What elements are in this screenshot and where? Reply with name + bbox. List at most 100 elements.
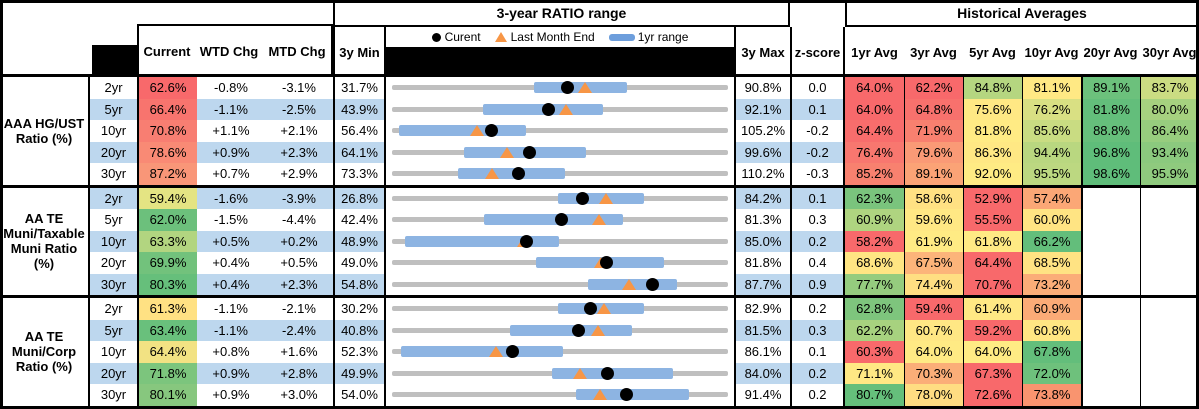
mtd-chg-cell: +2.1% [265,120,333,142]
mtd-chg-cell: -2.1% [265,298,333,320]
current-value-cell: 66.4% [137,98,197,120]
3y-max-cell: 84.0% [734,362,790,384]
avg-cell: 67.8% [1022,341,1081,363]
avg-cell [1140,252,1199,274]
current-value-cell: 62.0% [137,209,197,231]
ratio-group: AAA HG/UST Ratio (%) 2yr 62.6% -0.8% -3.1% 31.… [0,77,1199,185]
current-dot-marker [484,124,498,138]
wtd-chg-cell: -1.1% [197,319,265,341]
avg-cell: 62.2% [904,77,963,99]
3y-min-cell: 40.8% [333,319,386,341]
avg-cell: 98.6% [1081,163,1140,185]
avg-cell [1140,273,1199,295]
avg-cell [1140,362,1199,384]
avg-cell: 72.0% [1022,362,1081,384]
wtd-chg-cell: +0.9% [197,362,265,384]
wtd-chg-cell: +0.8% [197,341,265,363]
current-value-cell: 78.6% [137,141,197,163]
table-row: 30yr 80.1% +0.9% +3.0% 54.0% 91.4% 0.2 80.7% 78.… [90,384,1199,406]
current-value-cell: 80.3% [137,273,197,295]
3y-max-cell: 82.9% [734,298,790,320]
group-label: AA TE Muni/Corp Ratio (%) [0,298,90,406]
wtd-chg-cell: +0.9% [197,141,265,163]
current-value-cell: 64.4% [137,341,197,363]
3y-min-cell: 49.0% [333,252,386,274]
z-score-cell: 0.1 [790,341,845,363]
mtd-chg-cell: -3.1% [265,77,333,99]
avg-cell: 76.4% [845,141,904,163]
last-month-end-triangle-marker [469,125,484,137]
avg-cell: 59.4% [904,298,963,320]
z-score-cell: 0.3 [790,319,845,341]
avg-cell: 64.4% [963,252,1022,274]
tenor-cell: 20yr [90,252,137,274]
z-score-cell: -0.2 [790,141,845,163]
avg-cell: 58.6% [904,187,963,209]
3y-max-cell: 90.8% [734,77,790,99]
range-line [392,392,728,398]
mtd-chg-cell: -4.4% [265,209,333,231]
mtd-chg-cell: -3.9% [265,187,333,209]
avg-cell [1140,187,1199,209]
table-header: 3-year RATIO range Historical Averages C… [0,0,1199,77]
current-value-cell: 59.4% [137,187,197,209]
range-chart-cell [386,230,734,252]
avg-cell: 89.1% [904,163,963,185]
avg-cell: 57.4% [1022,187,1081,209]
avg-cell: 84.8% [963,77,1022,99]
avg-cell: 52.9% [963,187,1022,209]
tenor-cell: 2yr [90,187,137,209]
mtd-chg-cell: +2.8% [265,362,333,384]
avg-cell [1081,252,1140,274]
col-header-5yr-avg: 5yr Avg [969,44,1016,60]
wtd-chg-cell: -1.5% [197,209,265,231]
avg-cell: 64.0% [963,341,1022,363]
avg-cell: 62.2% [845,319,904,341]
avg-cell: 88.8% [1081,120,1140,142]
3y-max-cell: 81.5% [734,319,790,341]
3y-min-cell: 48.9% [333,230,386,252]
last-month-end-triangle-marker [500,146,515,158]
3y-min-cell: 54.0% [333,384,386,406]
avg-cell: 73.8% [1022,384,1081,406]
avg-cell: 86.3% [963,141,1022,163]
1yr-range-bar [398,125,526,137]
avg-cell: 60.8% [1022,319,1081,341]
3y-min-cell: 30.2% [333,298,386,320]
avg-cell: 60.3% [845,341,904,363]
avg-cell: 64.0% [904,341,963,363]
avg-cell: 60.9% [845,209,904,231]
avg-cell: 81.1% [1022,77,1081,99]
table-row: 5yr 63.4% -1.1% -2.4% 40.8% 81.5% 0.3 62.2% 60.7… [90,319,1199,341]
last-month-end-triangle-marker [485,168,500,180]
avg-cell: 60.0% [1022,209,1081,231]
mtd-chg-cell: +1.6% [265,341,333,363]
avg-cell: 64.0% [845,98,904,120]
tenor-cell: 10yr [90,120,137,142]
avg-cell: 80.7% [845,384,904,406]
current-dot-marker [583,302,597,316]
mtd-chg-cell: +0.5% [265,252,333,274]
current-dot-marker [645,277,659,291]
col-header-3yr-avg: 3yr Avg [910,44,957,60]
avg-cell: 77.7% [845,273,904,295]
current-value-cell: 62.6% [137,77,197,99]
current-value-cell: 87.2% [137,163,197,185]
tenor-cell: 5yr [90,209,137,231]
3y-min-cell: 31.7% [333,77,386,99]
avg-cell: 71.1% [845,362,904,384]
avg-cell: 61.4% [963,298,1022,320]
wtd-chg-cell: +0.4% [197,252,265,274]
avg-cell: 78.0% [904,384,963,406]
avg-cell: 93.4% [1140,141,1199,163]
col-header-mtd-chg: MTD Chg [268,44,326,59]
tenor-header-black-cell [92,45,137,77]
1yr-range-bar [510,324,633,336]
col-header-current: Current [143,44,191,59]
range-chart-cell [386,298,734,320]
range-chart-cell [386,384,734,406]
1yr-range-bar [483,214,623,226]
historical-averages-title: Historical Averages [845,0,1199,27]
last-month-end-triangle-marker [573,367,588,379]
current-dot-marker [554,213,568,227]
